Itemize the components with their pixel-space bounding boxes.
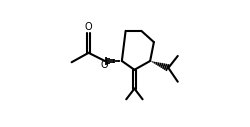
Text: O: O [100,60,108,69]
Text: O: O [85,22,92,32]
